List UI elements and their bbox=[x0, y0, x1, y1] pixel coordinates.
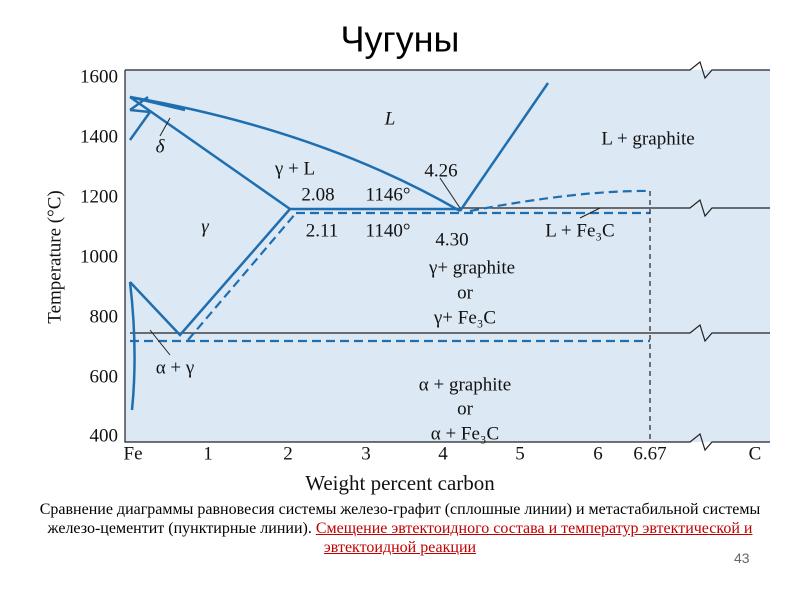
x-tick-label: Fe bbox=[124, 443, 143, 464]
x-tick-label: 6 bbox=[593, 443, 603, 464]
phase-diagram: Чугуны Temperature (°C) Weight percent c… bbox=[44, 19, 770, 495]
region-label: 2.11 bbox=[306, 220, 339, 241]
region-label: α + γ bbox=[156, 357, 195, 378]
region-label: L + Fe₃C bbox=[545, 220, 614, 241]
region-label: or bbox=[457, 282, 474, 303]
region-label: L + graphite bbox=[601, 128, 694, 149]
y-tick-label: 600 bbox=[90, 366, 119, 387]
region-label: 4.26 bbox=[424, 160, 457, 181]
y-tick-label: 1400 bbox=[80, 126, 118, 147]
region-label: α + graphite bbox=[419, 374, 511, 395]
x-axis-label: Weight percent carbon bbox=[305, 471, 495, 495]
y-tick-label: 800 bbox=[90, 306, 119, 327]
x-tick-label: 4 bbox=[438, 443, 448, 464]
y-axis-label: Temperature (°C) bbox=[44, 190, 65, 323]
region-label: γ+ Fe₃C bbox=[433, 307, 496, 328]
region-label: or bbox=[457, 398, 474, 419]
caption-text: Сравнение диаграммы равновесия системы ж… bbox=[39, 501, 761, 537]
x-tick-label: 3 bbox=[361, 443, 371, 464]
solid-lines bbox=[128, 82, 550, 411]
x-tick-label: 2 bbox=[283, 443, 293, 464]
page-number: 43 bbox=[734, 550, 750, 566]
region-label: L bbox=[384, 108, 396, 129]
y-tick-label: 1600 bbox=[80, 66, 118, 87]
region-label: 4.30 bbox=[435, 229, 468, 250]
y-tick-label: 1200 bbox=[80, 186, 118, 207]
region-label: γ+ graphite bbox=[428, 257, 515, 278]
x-tick-label: 1 bbox=[203, 443, 213, 464]
x-tick-label: C bbox=[749, 443, 762, 464]
y-tick-label: 400 bbox=[90, 425, 119, 446]
title: Чугуны bbox=[341, 19, 460, 60]
leaders bbox=[149, 117, 601, 356]
x-tick-label: 6.67 bbox=[633, 443, 666, 464]
region-label: γ bbox=[201, 216, 209, 237]
region-label: α + Fe₃C bbox=[431, 423, 499, 444]
x-tick-label: 5 bbox=[515, 443, 525, 464]
region-label: 2.08 bbox=[301, 184, 334, 205]
region-label: γ + L bbox=[274, 158, 315, 179]
region-label: 1146° bbox=[366, 184, 411, 205]
y-tick-label: 1000 bbox=[80, 246, 118, 267]
frame bbox=[124, 60, 770, 452]
plot-background bbox=[125, 70, 770, 442]
region-label: δ bbox=[156, 136, 166, 157]
caption: Сравнение диаграммы равновесия системы ж… bbox=[20, 500, 780, 557]
caption-link[interactable]: Смещение эвтектоидного состава и темпера… bbox=[315, 520, 753, 556]
region-label: 1140° bbox=[366, 220, 411, 241]
